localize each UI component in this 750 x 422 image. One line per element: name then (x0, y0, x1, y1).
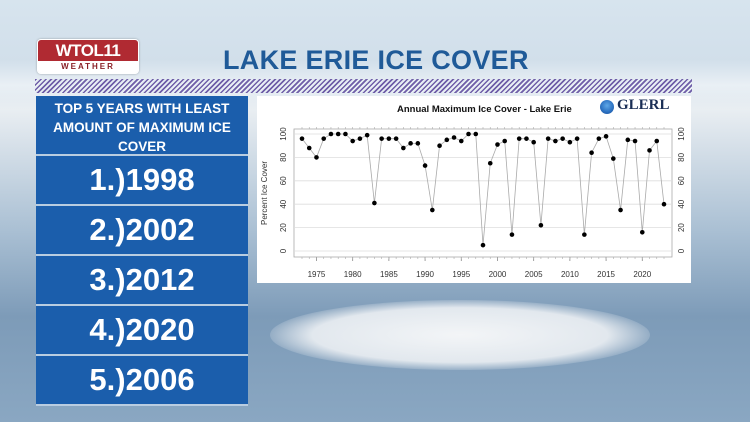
svg-text:0: 0 (279, 248, 288, 253)
svg-text:1985: 1985 (380, 270, 398, 279)
svg-text:1995: 1995 (452, 270, 470, 279)
svg-text:60: 60 (677, 176, 686, 185)
noaa-logo-icon (600, 100, 614, 114)
svg-text:1980: 1980 (344, 270, 362, 279)
svg-text:80: 80 (279, 152, 288, 161)
svg-text:0: 0 (677, 248, 686, 253)
panel-heading: TOP 5 YEARS WITH LEAST AMOUNT OF MAXIMUM… (36, 96, 248, 156)
svg-text:80: 80 (677, 152, 686, 161)
svg-text:2020: 2020 (633, 270, 651, 279)
chart-title: Annual Maximum Ice Cover - Lake Erie (397, 104, 572, 115)
svg-text:20: 20 (677, 223, 686, 232)
logo-wordmark: WTOL11 (38, 40, 138, 61)
svg-text:40: 40 (677, 199, 686, 208)
svg-text:1975: 1975 (308, 270, 326, 279)
ice-cover-chart: 0 0 20 20 40 40 60 60 80 80 100 100 1975 1980 1985 1990… (257, 96, 691, 283)
decorative-stripes (35, 79, 692, 93)
svg-text:40: 40 (279, 199, 288, 208)
svg-text:100: 100 (279, 127, 288, 141)
svg-text:2015: 2015 (597, 270, 615, 279)
svg-text:Percent Ice Cover: Percent Ice Cover (260, 161, 269, 225)
rank-item: 1.)1998 (36, 156, 248, 206)
svg-text:2000: 2000 (489, 270, 507, 279)
rank-item: 2.)2002 (36, 206, 248, 256)
page-title: LAKE ERIE ICE COVER (223, 45, 529, 75)
svg-text:1990: 1990 (416, 270, 434, 279)
glerl-logo: GLERL (597, 97, 670, 114)
top-five-panel: TOP 5 YEARS WITH LEAST AMOUNT OF MAXIMUM… (36, 96, 248, 406)
rank-item: 3.)2012 (36, 256, 248, 306)
svg-text:20: 20 (279, 223, 288, 232)
station-logo: WTOL11 WEATHER (37, 39, 139, 74)
svg-text:100: 100 (677, 127, 686, 141)
glerl-text: GLERL (617, 97, 670, 113)
background-ice-floe (270, 300, 650, 370)
svg-text:2010: 2010 (561, 270, 579, 279)
svg-text:60: 60 (279, 176, 288, 185)
logo-subtitle: WEATHER (38, 61, 138, 73)
svg-text:2005: 2005 (525, 270, 543, 279)
rank-item: 4.)2020 (36, 306, 248, 356)
rank-item: 5.)2006 (36, 356, 248, 406)
